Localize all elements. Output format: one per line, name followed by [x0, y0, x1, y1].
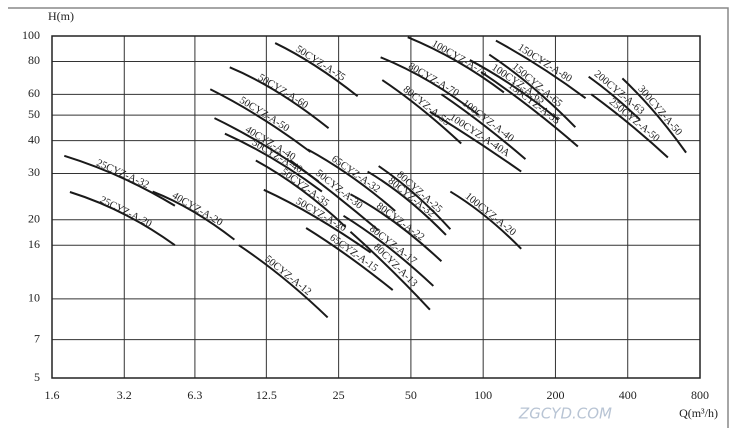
curve: [449, 190, 522, 250]
curve: [307, 148, 396, 212]
curve: [263, 188, 372, 254]
x-tick-label: 6.3: [187, 388, 202, 402]
y-tick-label: 5: [34, 370, 40, 384]
curve: [488, 53, 577, 128]
plot-border: [51, 35, 701, 379]
curve: [152, 190, 236, 241]
curve: [289, 159, 380, 232]
curve: [480, 71, 579, 148]
x-tick-label: 800: [691, 388, 709, 402]
curve: [342, 214, 435, 287]
x-tick-label: 12.5: [256, 388, 277, 402]
x-tick-label: 25: [333, 388, 345, 402]
y-tick-label: 60: [28, 86, 40, 100]
watermark: ZGCYD.COM: [518, 405, 612, 423]
curve: [588, 75, 641, 121]
curve: [381, 79, 462, 145]
y-tick-label: 20: [28, 211, 40, 225]
y-tick-label: 100: [22, 28, 40, 42]
y-tick-label: 50: [28, 107, 40, 121]
curve: [495, 39, 587, 99]
y-tick-label: 16: [28, 237, 40, 251]
curve: [69, 191, 176, 247]
x-tick-label: 50: [405, 388, 417, 402]
y-tick-label: 30: [28, 165, 40, 179]
curve: [367, 170, 447, 236]
y-tick-label: 10: [28, 291, 40, 305]
y-tick-label: 80: [28, 53, 40, 67]
x-tick-label: 100: [474, 388, 492, 402]
curve: [224, 132, 323, 193]
curve: [349, 193, 443, 263]
curve: [407, 36, 505, 94]
curve: [380, 56, 480, 116]
curve: [590, 93, 669, 159]
curve: [621, 77, 687, 154]
frame: [8, 7, 729, 428]
x-tick-label: 3.2: [117, 388, 132, 402]
x-tick-label: 1.6: [45, 388, 60, 402]
curve: [429, 110, 522, 173]
x-tick-label: 400: [619, 388, 637, 402]
curve: [378, 165, 452, 230]
curve: [209, 88, 312, 153]
curve: [469, 59, 560, 121]
y-tick-label: 7: [34, 331, 40, 345]
curve: [63, 154, 176, 207]
curve: [229, 66, 330, 129]
curve: [238, 244, 329, 319]
curve: [274, 42, 359, 98]
curve: [349, 231, 431, 311]
y-tick-label: 40: [28, 132, 40, 146]
curve: [440, 93, 527, 160]
y-axis-label: H(m): [48, 9, 74, 23]
x-tick-label: 200: [546, 388, 564, 402]
curve: [305, 227, 394, 291]
curve: [255, 159, 347, 228]
x-axis-label: Q(m³/h): [679, 406, 718, 420]
